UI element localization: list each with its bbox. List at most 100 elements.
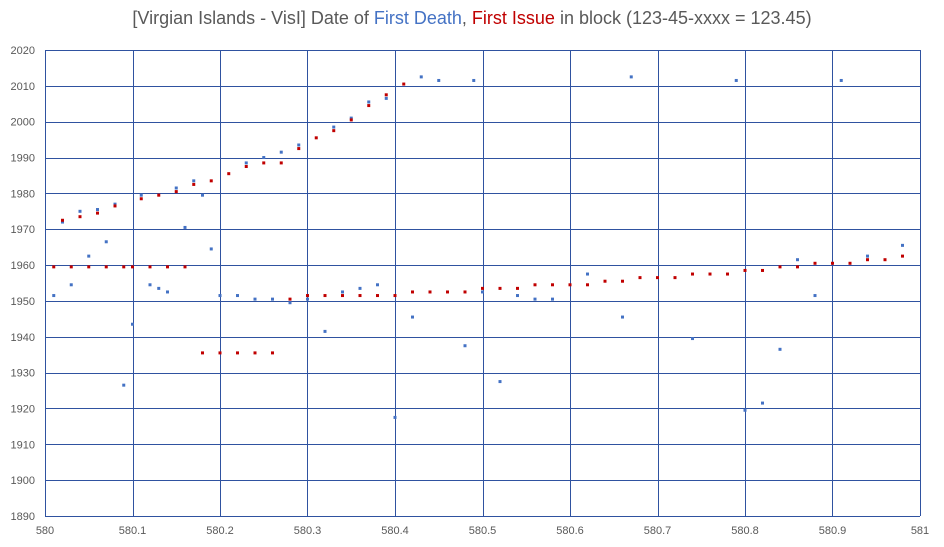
first-issue-point — [218, 351, 222, 355]
first-issue-point — [831, 261, 834, 265]
title-suffix: in block (123-45-xxxx = 123.45) — [554, 8, 812, 28]
first-death-point — [761, 401, 764, 405]
first-death-point — [122, 383, 126, 387]
first-death-point — [376, 283, 379, 287]
first-issue-point — [139, 197, 143, 201]
first-issue-point — [568, 283, 572, 287]
first-issue-point — [201, 351, 204, 355]
first-issue-point — [183, 265, 187, 269]
x-tick-label: 581 — [911, 525, 929, 537]
first-issue-point — [411, 290, 414, 294]
first-death-point — [69, 283, 73, 287]
first-issue-point — [306, 294, 309, 298]
first-death-point — [253, 297, 257, 301]
first-death-point — [297, 143, 301, 147]
first-issue-point — [638, 276, 642, 280]
first-death-point — [472, 78, 476, 82]
first-issue-point — [533, 283, 537, 287]
first-death-point — [113, 202, 117, 206]
first-death-point — [419, 75, 423, 79]
first-death-point — [498, 380, 502, 384]
first-death-point — [796, 258, 799, 262]
first-death-point — [306, 297, 309, 301]
x-tick-label: 580.4 — [381, 525, 409, 537]
first-death-point — [323, 329, 327, 333]
first-death-point — [367, 100, 371, 104]
first-issue-point — [866, 258, 869, 262]
first-issue-point — [761, 268, 764, 272]
first-death-point — [166, 290, 169, 294]
x-tick-label: 580.1 — [119, 525, 147, 537]
y-tick-label: 1930 — [11, 368, 35, 380]
first-issue-point — [603, 279, 607, 283]
first-issue-point — [227, 172, 231, 176]
first-issue-point — [174, 190, 178, 194]
y-tick-label: 2010 — [11, 81, 35, 93]
first-death-point — [61, 220, 64, 224]
first-death-point — [288, 301, 292, 305]
first-issue-point — [253, 351, 257, 355]
first-death-point — [463, 344, 467, 348]
x-tick-label: 580 — [36, 525, 54, 537]
first-issue-point — [402, 82, 406, 86]
first-issue-point — [104, 265, 108, 269]
title-prefix: [Virgian Islands - VisI] Date of — [132, 8, 374, 28]
y-tick-label: 1950 — [11, 296, 35, 308]
first-death-point — [778, 347, 782, 351]
first-death-point — [183, 225, 187, 229]
y-tick-label: 1920 — [11, 403, 35, 415]
first-death-point — [516, 294, 519, 298]
first-death-point — [236, 294, 239, 298]
y-tick-label: 1970 — [11, 224, 35, 236]
first-death-point — [244, 161, 248, 165]
first-death-point — [341, 290, 344, 294]
x-tick-label: 580.5 — [469, 525, 497, 537]
first-issue-point — [349, 118, 353, 122]
y-tick-label: 1890 — [11, 511, 35, 523]
first-issue-point — [69, 265, 73, 269]
first-issue-point — [52, 265, 56, 269]
first-death-point — [586, 272, 589, 276]
first-issue-point — [148, 265, 152, 269]
first-death-point — [52, 294, 56, 298]
first-issue-point — [778, 265, 782, 269]
first-issue-point — [428, 290, 432, 294]
first-death-point — [139, 193, 143, 197]
first-death-point — [148, 283, 152, 287]
chart-title: [Virgian Islands - VisI] Date of First D… — [0, 8, 944, 29]
first-issue-point — [883, 258, 887, 262]
first-death-point — [332, 125, 336, 129]
first-death-point — [839, 78, 843, 82]
first-issue-point — [656, 276, 659, 280]
first-death-point — [393, 415, 397, 419]
first-death-point — [96, 208, 99, 212]
first-issue-point — [446, 290, 449, 294]
first-death-point — [271, 297, 274, 301]
first-issue-point — [236, 351, 239, 355]
first-issue-point — [78, 215, 82, 219]
y-tick-label: 2020 — [11, 45, 35, 57]
first-issue-point — [358, 294, 362, 298]
first-issue-point — [621, 279, 624, 283]
first-issue-point — [384, 93, 388, 97]
first-death-point — [551, 297, 554, 301]
first-death-point — [78, 209, 82, 213]
first-death-point — [411, 315, 414, 319]
first-issue-point — [122, 265, 126, 269]
title-series-first-death: First Death — [373, 8, 462, 28]
first-issue-point — [61, 218, 64, 222]
first-death-point — [813, 294, 817, 298]
first-issue-point — [551, 283, 554, 287]
first-issue-point — [96, 211, 99, 215]
first-issue-point — [288, 297, 292, 301]
first-death-point — [209, 247, 213, 251]
first-issue-point — [332, 129, 336, 133]
first-issue-point — [157, 193, 161, 197]
x-tick-label: 580.8 — [731, 525, 759, 537]
first-issue-point — [323, 294, 327, 298]
first-issue-point — [87, 265, 91, 269]
first-death-point — [866, 254, 869, 258]
first-issue-point — [726, 272, 729, 276]
y-tick-label: 2000 — [11, 117, 35, 129]
